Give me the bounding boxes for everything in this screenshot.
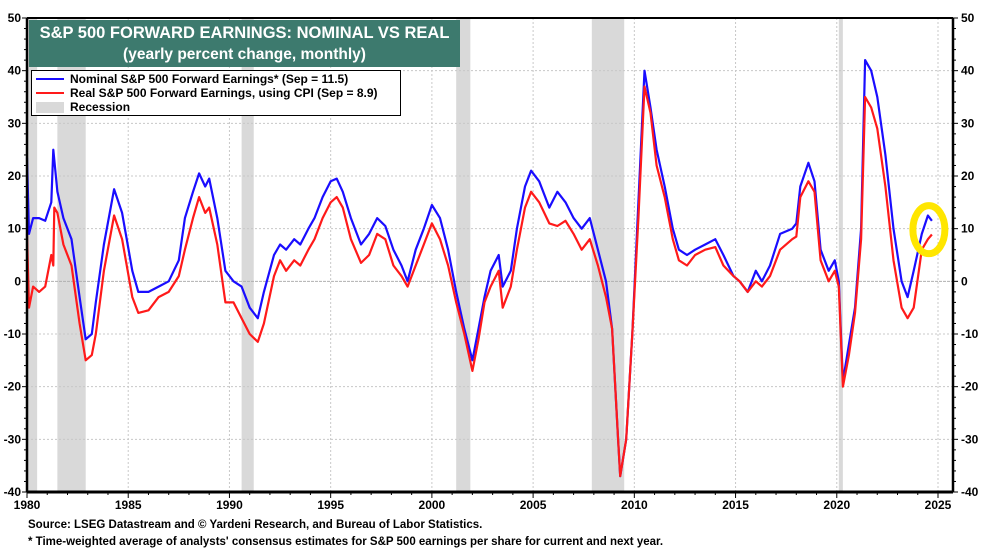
x-tick-label: 2025 bbox=[925, 498, 952, 512]
y-tick-label-left: -10 bbox=[4, 327, 22, 341]
y-tick-label-right: -10 bbox=[961, 327, 979, 341]
legend: Nominal S&P 500 Forward Earnings* (Sep =… bbox=[31, 70, 401, 116]
y-tick-label-right: 40 bbox=[961, 64, 975, 78]
gridlines bbox=[27, 18, 953, 492]
chart-title: S&P 500 FORWARD EARNINGS: NOMINAL VS REA… bbox=[39, 24, 450, 42]
y-tick-label-right: -30 bbox=[961, 432, 979, 446]
y-tick-label-left: 30 bbox=[8, 116, 22, 130]
legend-swatch-real bbox=[36, 91, 64, 95]
series-lines bbox=[25, 59, 933, 478]
legend-label-nominal: Nominal S&P 500 Forward Earnings* (Sep =… bbox=[70, 72, 349, 86]
x-tick-label: 2000 bbox=[419, 498, 446, 512]
x-tick-label: 1990 bbox=[216, 498, 243, 512]
legend-label-recession: Recession bbox=[70, 100, 131, 114]
x-tick-label: 2015 bbox=[722, 498, 749, 512]
legend-swatch-recession bbox=[36, 101, 64, 113]
y-tick-label-right: -40 bbox=[961, 485, 979, 499]
x-tick-label: 2010 bbox=[621, 498, 648, 512]
footnote: * Time-weighted average of analysts' con… bbox=[28, 536, 664, 548]
recession-band bbox=[456, 18, 471, 492]
legend-item-recession: Recession bbox=[36, 100, 400, 114]
y-tick-label-right: -20 bbox=[961, 380, 979, 394]
y-tick-label-right: 20 bbox=[961, 169, 975, 183]
y-tick-label-right: 10 bbox=[961, 222, 975, 236]
x-tick-label: 2005 bbox=[520, 498, 547, 512]
y-tick-label-left: -40 bbox=[4, 485, 22, 499]
y-tick-label-left: 40 bbox=[8, 64, 22, 78]
x-tick-label: 1980 bbox=[14, 498, 41, 512]
x-tick-label: 2020 bbox=[823, 498, 850, 512]
y-tick-label-right: 50 bbox=[961, 11, 975, 25]
y-tick-label-left: 20 bbox=[8, 169, 22, 183]
chart-subtitle: (yearly percent change, monthly) bbox=[123, 46, 366, 63]
y-tick-label-left: -30 bbox=[4, 432, 22, 446]
legend-item-real: Real S&P 500 Forward Earnings, using CPI… bbox=[36, 86, 400, 100]
recession-bands bbox=[27, 18, 843, 492]
legend-item-nominal: Nominal S&P 500 Forward Earnings* (Sep =… bbox=[36, 72, 400, 86]
annotations bbox=[909, 202, 949, 258]
y-tick-label-left: -20 bbox=[4, 380, 22, 394]
x-tick-label: 1995 bbox=[317, 498, 344, 512]
chart-title-box: S&P 500 FORWARD EARNINGS: NOMINAL VS REA… bbox=[29, 20, 460, 67]
y-tick-label-right: 30 bbox=[961, 116, 975, 130]
y-tick-label-left: 0 bbox=[14, 274, 21, 288]
legend-label-real: Real S&P 500 Forward Earnings, using CPI… bbox=[70, 86, 378, 100]
recession-band bbox=[591, 18, 625, 492]
y-tick-label-left: 50 bbox=[8, 11, 22, 25]
x-tick-label: 1985 bbox=[115, 498, 142, 512]
series-line-real bbox=[25, 85, 933, 478]
series-line-nominal bbox=[25, 59, 933, 478]
recession-band bbox=[838, 18, 843, 492]
recession-band bbox=[27, 18, 38, 492]
highlight-circle bbox=[909, 202, 949, 258]
recession-band bbox=[241, 18, 254, 492]
y-tick-label-left: 10 bbox=[8, 222, 22, 236]
source-note: Source: LSEG Datastream and © Yardeni Re… bbox=[28, 519, 483, 531]
legend-swatch-nominal bbox=[36, 77, 64, 81]
y-tick-label-right: 0 bbox=[961, 274, 968, 288]
